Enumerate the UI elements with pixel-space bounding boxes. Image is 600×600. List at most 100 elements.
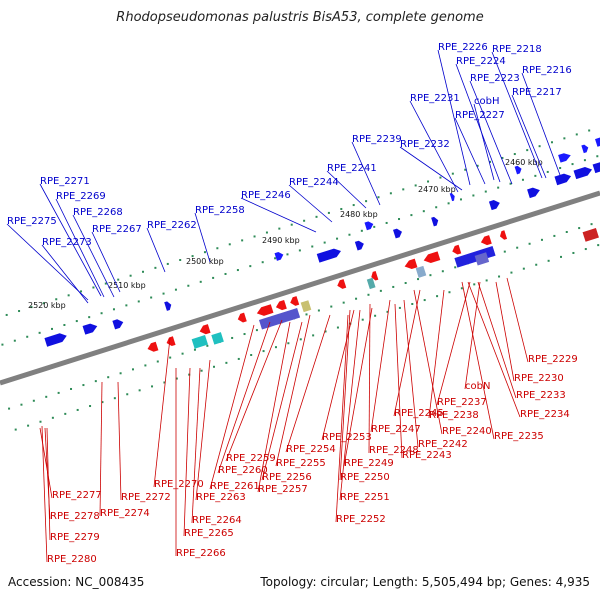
tick-dot (398, 306, 401, 309)
tick-dot (324, 330, 327, 333)
reverse-gene-label-leader (257, 321, 291, 493)
reverse-gene-label: RPE_2245 (394, 408, 444, 419)
reverse-gene-label-leader (413, 289, 443, 435)
feature-layer: 2460 kbp 2470 kbp 2480 kbp 2490 kbp 2500 kbp… (0, 42, 600, 565)
forward-gene (581, 144, 589, 154)
tick-dot (553, 234, 556, 237)
reverse-gene (147, 341, 159, 352)
reverse-gene-label-leader (339, 309, 351, 481)
tick-dot (427, 180, 430, 183)
tick-dot (117, 278, 120, 281)
forward-gene-label: RPE_2241 (327, 163, 377, 174)
reverse-gene-label: RPE_2254 (286, 444, 336, 455)
tick-dot (464, 168, 467, 171)
tick-dot (265, 231, 268, 234)
tick-dot (429, 274, 432, 277)
forward-gene-label-leader (6, 223, 89, 301)
forward-gene-label: RPE_2231 (410, 93, 460, 104)
tick-dot (303, 219, 306, 222)
reverse-gene-label: RPE_2264 (192, 515, 242, 526)
forward-gene (527, 187, 540, 199)
reverse-gene-label-leader (183, 367, 191, 537)
reverse-gene-label: RPE_2277 (52, 490, 102, 501)
tick-dot (509, 182, 512, 185)
tick-dot (423, 299, 426, 302)
forward-gene-label: RPE_2273 (42, 237, 92, 248)
tick-dot (298, 249, 301, 252)
reverse-gene (166, 336, 176, 347)
reverse-gene-label-leader (117, 381, 122, 501)
tick-dot (45, 395, 48, 398)
reverse-gene-label: RPE_2233 (516, 390, 566, 401)
tick-dot (94, 380, 97, 383)
reverse-gene-label: RPE_2240 (442, 426, 492, 437)
tick-dot (51, 416, 54, 419)
tick-dot (179, 259, 182, 262)
tick-dot (107, 376, 110, 379)
tick-dot (473, 283, 476, 286)
tick-dot (327, 211, 330, 214)
tick-dot (448, 291, 451, 294)
tick-dot (299, 338, 302, 341)
reverse-gene-label-leader (335, 314, 349, 523)
reverse-gene-label: RPE_2256 (262, 472, 312, 483)
reverse-gene-label-leader (217, 321, 271, 474)
forward-gene-label-leader (288, 184, 333, 223)
reverse-gene-label-leader (436, 281, 471, 406)
tick-dot (436, 295, 439, 298)
tick-dot (206, 344, 209, 347)
tick-dot (144, 364, 147, 367)
forward-gene-label-leader (326, 170, 367, 209)
tick-dot (367, 293, 370, 296)
forward-gene-label: cobH (474, 96, 499, 107)
tick-dot (250, 354, 253, 357)
tick-dot (584, 248, 587, 251)
forward-gene-label: RPE_2258 (195, 205, 245, 216)
tick-dot (119, 372, 122, 375)
forward-gene-label-leader (72, 214, 115, 298)
tick-dot (126, 393, 129, 396)
tick-dot (253, 235, 256, 238)
reverse-gene-label: RPE_2249 (344, 458, 394, 469)
tick-dot (563, 137, 566, 140)
tick-dot (578, 227, 581, 230)
forward-gene-label-leader (469, 80, 513, 185)
reverse-gene-label-leader (275, 314, 311, 467)
forward-gene-label: RPE_2227 (455, 110, 505, 121)
forward-gene (112, 319, 124, 330)
tick-dot (404, 282, 407, 285)
tick-dot (414, 184, 417, 187)
forward-gene-label-leader (146, 227, 166, 273)
tick-dot (546, 170, 549, 173)
tick-dot (199, 280, 202, 283)
tick-dot (476, 164, 479, 167)
tick-dot (330, 305, 333, 308)
tick-dot (166, 262, 169, 265)
reverse-gene-label: RPE_2263 (196, 492, 246, 503)
reverse-gene-label-leader (41, 425, 48, 563)
tick-dot (348, 233, 351, 236)
reverse-gene-label: RPE_2279 (50, 532, 100, 543)
forward-gene-label: RPE_2239 (352, 134, 402, 145)
tick-dot (174, 288, 177, 291)
tick-dot (386, 310, 389, 313)
tick-dot (131, 368, 134, 371)
reverse-gene-label: RPE_2278 (50, 511, 100, 522)
reverse-gene-label: RPE_2229 (528, 354, 578, 365)
tick-dot (472, 194, 475, 197)
reverse-gene (499, 230, 508, 240)
tick-dot (8, 407, 11, 410)
tick-dot (225, 361, 228, 364)
reverse-gene-label: RPE_2248 (369, 445, 419, 456)
tick-dot (162, 292, 165, 295)
tick-dot (451, 172, 454, 175)
tick-dot (5, 313, 8, 316)
tick-dot (377, 196, 380, 199)
tick-dot (439, 176, 442, 179)
tick-dot (360, 229, 363, 232)
tick-dot (237, 357, 240, 360)
tick-dot (510, 271, 513, 274)
reverse-gene-label: RPE_2242 (418, 439, 468, 450)
tick-dot (355, 297, 358, 300)
